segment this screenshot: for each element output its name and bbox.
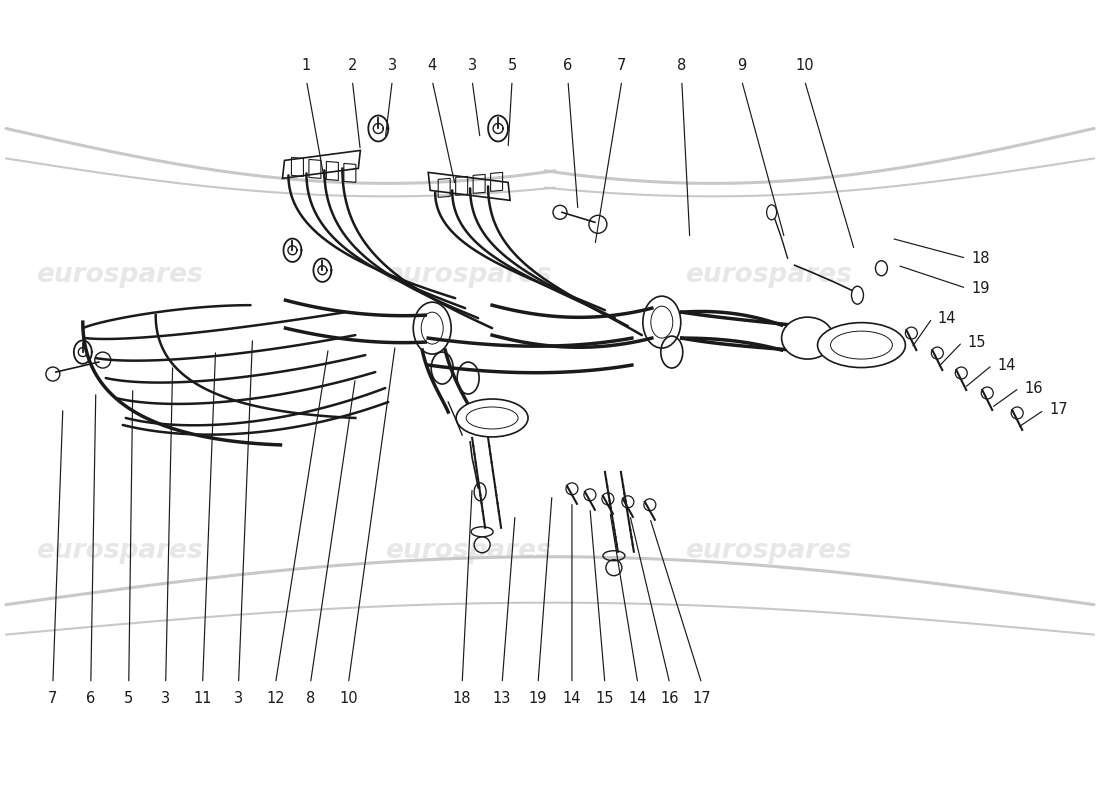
Text: 3: 3 (387, 58, 397, 73)
Text: 16: 16 (1024, 381, 1043, 395)
Text: eurospares: eurospares (685, 538, 851, 564)
Text: eurospares: eurospares (685, 262, 851, 288)
Text: 3: 3 (468, 58, 476, 73)
Text: 14: 14 (563, 691, 581, 706)
Text: 12: 12 (266, 691, 285, 706)
Text: 3: 3 (234, 691, 243, 706)
Text: 1: 1 (301, 58, 311, 73)
Text: 10: 10 (339, 691, 358, 706)
Text: eurospares: eurospares (385, 538, 552, 564)
Ellipse shape (817, 322, 905, 367)
Text: eurospares: eurospares (36, 538, 202, 564)
Ellipse shape (767, 205, 777, 220)
Ellipse shape (876, 261, 888, 276)
Text: 14: 14 (628, 691, 647, 706)
Ellipse shape (456, 399, 528, 437)
Text: 7: 7 (617, 58, 627, 73)
Text: 16: 16 (660, 691, 679, 706)
Text: 15: 15 (967, 334, 986, 350)
Text: 4: 4 (428, 58, 437, 73)
Text: 19: 19 (971, 281, 990, 296)
Text: 17: 17 (1049, 402, 1068, 418)
Text: eurospares: eurospares (385, 262, 552, 288)
Text: 5: 5 (507, 58, 517, 73)
Text: 6: 6 (86, 691, 96, 706)
Text: 18: 18 (453, 691, 472, 706)
Text: 8: 8 (306, 691, 315, 706)
Text: 15: 15 (596, 691, 614, 706)
Text: 17: 17 (692, 691, 711, 706)
Text: 6: 6 (563, 58, 573, 73)
Ellipse shape (782, 317, 834, 359)
Text: 19: 19 (529, 691, 548, 706)
Text: eurospares: eurospares (36, 262, 202, 288)
Text: 2: 2 (348, 58, 358, 73)
Text: 10: 10 (795, 58, 814, 73)
Text: 9: 9 (737, 58, 746, 73)
Text: 7: 7 (48, 691, 57, 706)
Text: 11: 11 (194, 691, 212, 706)
Text: 14: 14 (937, 310, 956, 326)
Text: 5: 5 (124, 691, 133, 706)
Text: 14: 14 (998, 358, 1015, 373)
Text: 13: 13 (493, 691, 512, 706)
Text: 18: 18 (971, 250, 990, 266)
Text: 3: 3 (161, 691, 170, 706)
Text: 8: 8 (678, 58, 686, 73)
